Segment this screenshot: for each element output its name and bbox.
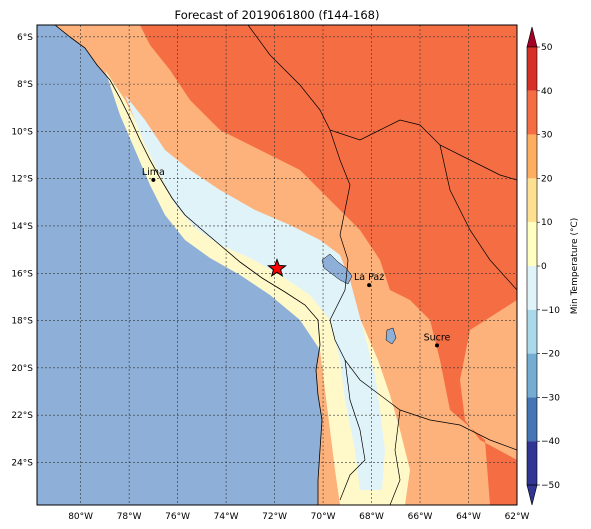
colorbar-tick-label: −40 (541, 437, 560, 447)
coastline (54, 25, 323, 505)
lat-tick-label: 22°S (11, 411, 33, 421)
colorbar-tick-label: 10 (541, 218, 553, 228)
lon-tick-label: 80°W (68, 512, 93, 522)
mild-zone (105, 70, 410, 505)
city-layer: Lima La Paz Sucre (142, 167, 451, 348)
lat-tick-label: 14°S (11, 222, 33, 232)
colorbar-segment (527, 353, 537, 398)
star-marker (267, 258, 287, 277)
lon-tick-label: 68°W (359, 512, 384, 522)
lon-tick-label: 62°W (505, 512, 530, 522)
colorbar-segment (527, 266, 537, 310)
hot-zone (140, 25, 517, 505)
colorbar-bottom-extend (526, 484, 538, 506)
colorbar-segment (527, 178, 537, 223)
lat-tick-label: 8°S (17, 80, 33, 90)
colorbar-segment (527, 47, 537, 91)
colorbar-tick-label: −10 (541, 306, 560, 316)
colorbar-tick-label: 20 (541, 174, 553, 184)
lon-tick-label: 78°W (117, 512, 142, 522)
lake-poopo (385, 327, 397, 345)
lat-tick-label: 10°S (11, 127, 33, 137)
colorbar-tick-label: 50 (541, 43, 553, 53)
cold-zone (125, 95, 385, 490)
city-dot (367, 283, 372, 288)
colorbar-tick-label: −20 (541, 350, 560, 360)
colorbar-tick-label: 0 (541, 262, 547, 272)
colorbar-label: Min Temperature (°C) (570, 218, 580, 315)
colorbar-segment (527, 309, 537, 354)
lat-tick-label: 20°S (11, 364, 33, 374)
lat-tick-label: 18°S (11, 317, 33, 327)
map-frame (36, 24, 518, 506)
lon-tick-label: 70°W (311, 512, 336, 522)
lon-tick-label: 64°W (456, 512, 481, 522)
lake-titicaca (321, 253, 353, 285)
lat-tick-label: 24°S (11, 458, 33, 468)
city-dot (435, 343, 439, 348)
city-dot (151, 177, 156, 182)
axis-ticks: 6°S 8°S 10°S 12°S 14°S 16°S 18°S 20°S 22°S 24°S 80… (11, 33, 529, 522)
lat-tick-label: 16°S (11, 269, 33, 279)
map-title: Forecast of 2019061800 (f144-168) (174, 8, 380, 22)
colorbar-segment (527, 134, 537, 179)
lon-tick-label: 76°W (165, 512, 190, 522)
colorbar-segment (527, 90, 537, 135)
city-label: La Paz (354, 272, 384, 283)
colorbar-top-extend (526, 26, 538, 48)
star-icon (267, 258, 287, 277)
colorbar-segment (527, 222, 537, 266)
city-label: Sucre (424, 332, 451, 343)
colorbar-tick-label: 30 (541, 131, 553, 141)
lon-tick-label: 74°W (214, 512, 239, 522)
lon-tick-label: 66°W (408, 512, 433, 522)
colorbar-tick-label: −30 (541, 393, 560, 403)
colorbar: 50 40 30 20 10 0 −10 −20 −30 −40 −50 Min Temperatur… (526, 26, 580, 506)
lat-tick-label: 6°S (17, 33, 33, 43)
colorbar-segment (527, 441, 537, 485)
lat-tick-label: 12°S (11, 175, 33, 185)
city-label: Lima (142, 167, 165, 178)
lon-tick-label: 72°W (262, 512, 287, 522)
colorbar-tick-label: 40 (541, 87, 553, 97)
colorbar-segment (527, 397, 537, 442)
colorbar-tick-label: −50 (541, 481, 560, 491)
